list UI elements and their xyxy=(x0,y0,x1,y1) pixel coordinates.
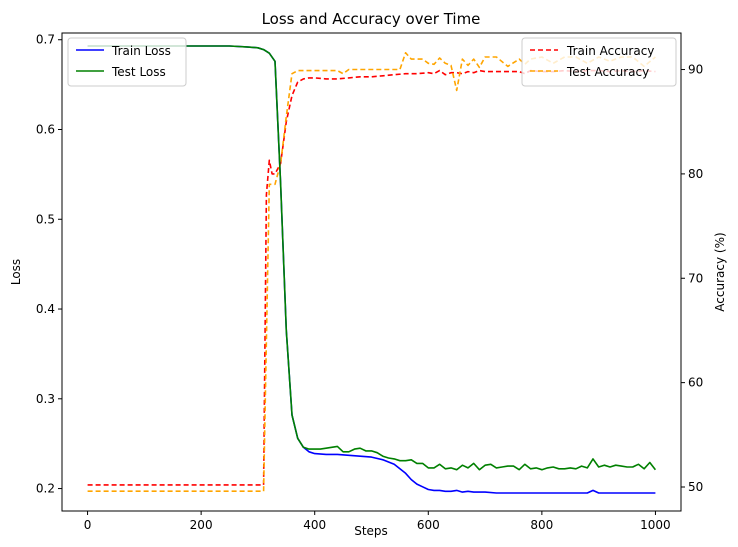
legend-label-train-accuracy: Train Accuracy xyxy=(566,44,654,58)
x-tick-label: 1000 xyxy=(640,518,671,532)
left-y-tick-label: 0.2 xyxy=(36,482,55,496)
left-y-tick-label: 0.3 xyxy=(36,392,55,406)
right-y-tick-label: 60 xyxy=(688,376,703,390)
legend-right: Train Accuracy Test Accuracy xyxy=(521,37,677,87)
right-y-tick-label: 50 xyxy=(688,480,703,494)
x-tick-label: 600 xyxy=(417,518,440,532)
legend-right-box xyxy=(521,37,677,87)
x-tick-label: 800 xyxy=(530,518,553,532)
right-y-axis: 50 60 70 80 90 xyxy=(681,63,703,494)
plot-frame xyxy=(61,32,682,512)
right-y-tick-label: 90 xyxy=(688,63,703,77)
right-y-axis-label: Accuracy (%) xyxy=(713,232,727,311)
left-y-tick-label: 0.7 xyxy=(36,33,55,47)
series-line-test-loss xyxy=(87,45,657,471)
x-tick-label: 400 xyxy=(303,518,326,532)
left-y-tick-label: 0.4 xyxy=(36,302,55,316)
x-axis: 0 200 400 600 800 1000 xyxy=(84,511,671,532)
right-y-tick-label: 80 xyxy=(688,167,703,181)
legend-label-test-loss: Test Loss xyxy=(111,65,166,79)
legend-label-train-loss: Train Loss xyxy=(111,44,171,58)
right-y-tick-label: 70 xyxy=(688,271,703,285)
left-y-tick-label: 0.5 xyxy=(36,212,55,226)
x-tick-label: 200 xyxy=(190,518,213,532)
left-y-axis: 0.2 0.3 0.4 0.5 0.6 0.7 xyxy=(36,33,62,496)
legend-label-test-accuracy: Test Accuracy xyxy=(566,65,649,79)
x-tick-label: 0 xyxy=(84,518,92,532)
left-y-tick-label: 0.6 xyxy=(36,122,55,136)
x-axis-label: Steps xyxy=(354,524,388,538)
chart-title: Loss and Accuracy over Time xyxy=(262,10,481,28)
left-y-axis-label: Loss xyxy=(9,259,23,285)
legend-left: Train Loss Test Loss xyxy=(67,37,187,87)
